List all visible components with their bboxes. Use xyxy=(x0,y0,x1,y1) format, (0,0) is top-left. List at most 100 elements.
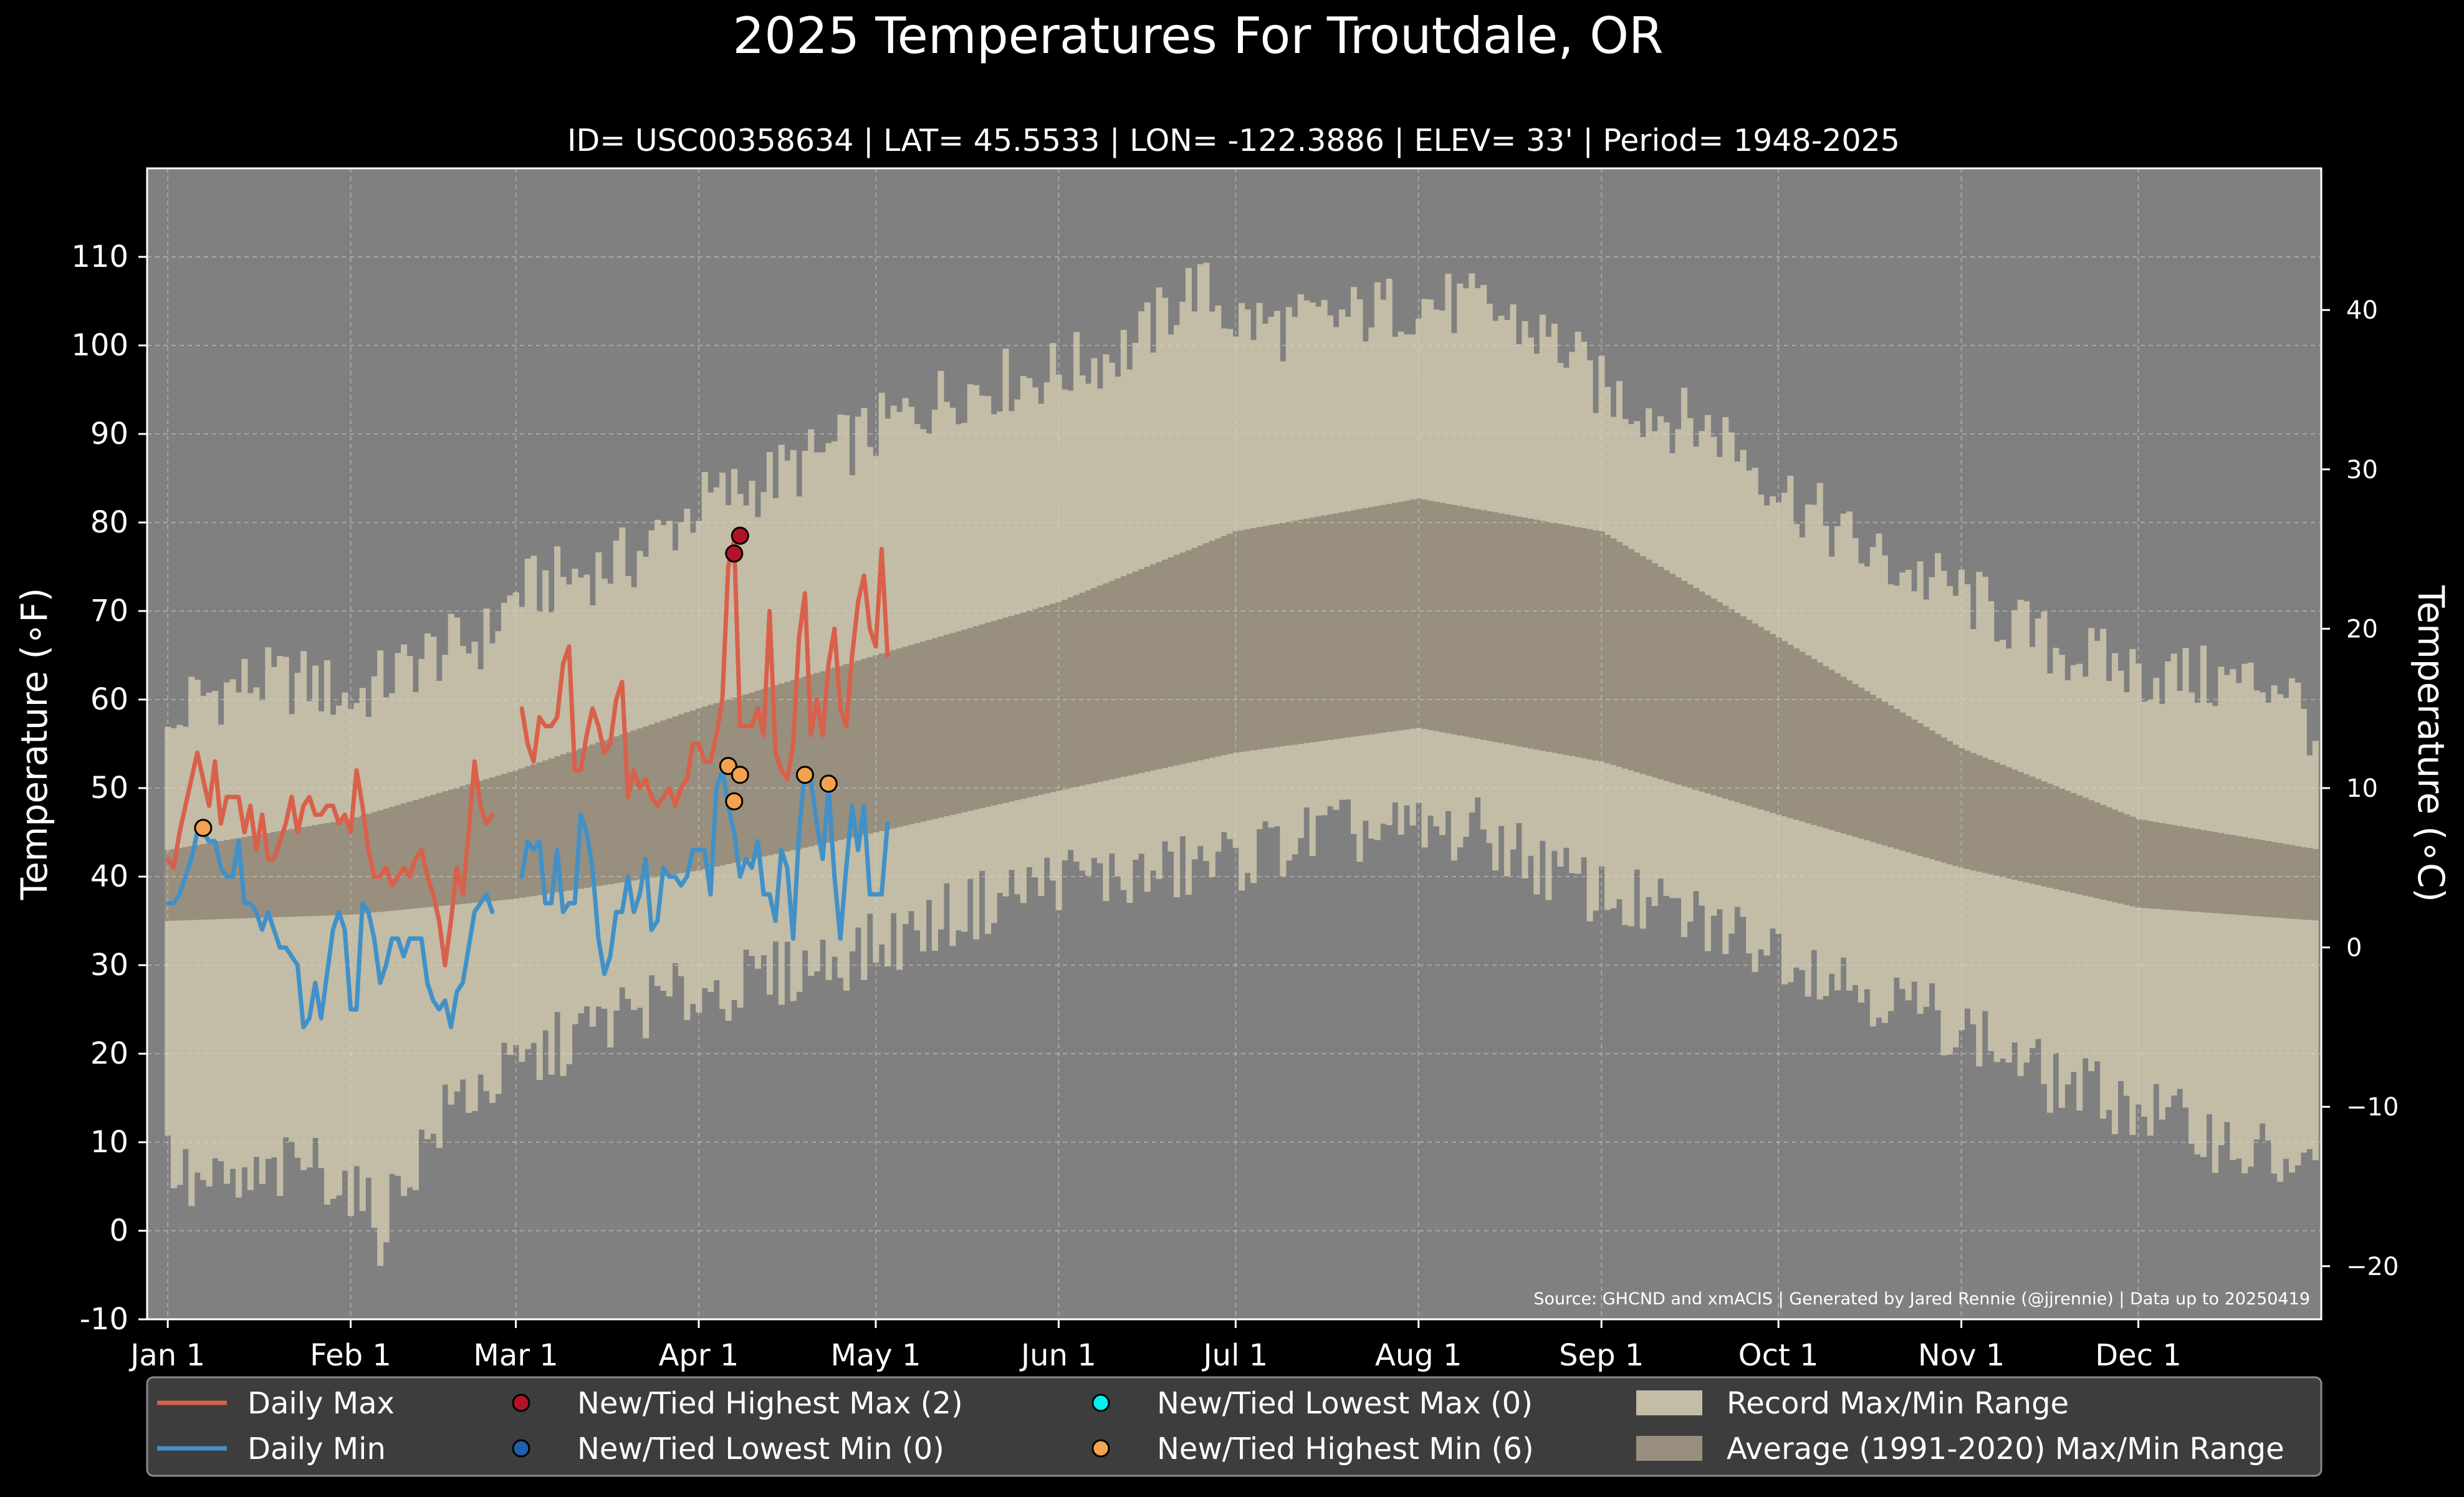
normal-bar xyxy=(330,822,337,916)
normal-bar xyxy=(536,762,543,895)
normal-bar xyxy=(1616,542,1623,767)
normal-bar xyxy=(1522,517,1528,748)
normal-bar xyxy=(2088,800,2095,897)
y-tick-label-left: 40 xyxy=(90,859,128,894)
normal-bar xyxy=(1775,637,1782,815)
y-tick-label-right: 30 xyxy=(2346,456,2378,484)
normal-bar xyxy=(2212,832,2218,913)
normal-bar xyxy=(2076,795,2083,895)
normal-bar xyxy=(1132,571,1139,774)
record-marker-high-min xyxy=(194,819,213,837)
normal-bar xyxy=(259,834,266,918)
legend-label: Daily Min xyxy=(247,1432,386,1466)
y-tick-label-right: −20 xyxy=(2346,1253,2399,1281)
record-bar xyxy=(2283,698,2289,1159)
normal-bar xyxy=(831,667,838,842)
legend-label: Record Max/Min Range xyxy=(1727,1386,2069,1421)
normal-bar xyxy=(1273,524,1280,748)
normal-bar xyxy=(1917,723,1924,856)
y-tick-label-right: 0 xyxy=(2346,934,2362,963)
normal-bar xyxy=(1173,555,1181,766)
record-bar xyxy=(2271,685,2278,1174)
normal-bar xyxy=(1115,578,1121,778)
normal-bar xyxy=(837,666,844,840)
normal-bar xyxy=(696,708,702,871)
legend-swatch-dot xyxy=(1091,1439,1110,1458)
normal-bar xyxy=(1144,567,1151,772)
record-bar xyxy=(188,676,195,1206)
normal-bar xyxy=(595,742,602,886)
normal-bar xyxy=(2188,828,2195,912)
normal-bar xyxy=(849,662,856,838)
record-bar xyxy=(170,728,177,1188)
record-bar xyxy=(353,703,360,1167)
normal-bar xyxy=(1085,590,1092,785)
x-tick-label: Jan 1 xyxy=(128,1338,205,1373)
normal-bar xyxy=(224,840,231,919)
normal-bar xyxy=(2053,786,2059,889)
normal-bar xyxy=(401,803,408,910)
normal-bar xyxy=(643,726,650,879)
normal-bar xyxy=(1203,543,1210,759)
x-tick-label: Oct 1 xyxy=(1738,1338,1819,1373)
normal-bar xyxy=(1433,501,1440,731)
normal-bar xyxy=(2300,847,2307,920)
normal-bar xyxy=(1840,676,1847,834)
x-tick-label: Jul 1 xyxy=(1202,1338,1268,1373)
normal-bar xyxy=(631,730,638,881)
normal-bar xyxy=(955,631,962,814)
normal-bar xyxy=(796,678,803,849)
source-note: Source: GHCND and xmACIS | Generated by … xyxy=(1533,1289,2310,1309)
normal-bar xyxy=(1816,662,1823,827)
daily-max-line xyxy=(519,537,890,808)
normal-bar xyxy=(1734,612,1741,802)
y-tick-label-right: 40 xyxy=(2346,296,2378,325)
normal-bar xyxy=(861,658,868,835)
normal-bar xyxy=(448,789,454,905)
normal-bar xyxy=(501,774,507,900)
x-tick-label: Aug 1 xyxy=(1375,1338,1462,1373)
normal-bar xyxy=(1622,545,1629,769)
normal-bar xyxy=(353,817,360,915)
normal-bar xyxy=(890,650,897,829)
normal-bar xyxy=(1120,576,1127,777)
normal-bar xyxy=(607,738,614,885)
normal-bar xyxy=(1374,506,1381,734)
record-bar xyxy=(200,695,207,1180)
record-bar xyxy=(2265,702,2272,1141)
normal-bar xyxy=(1315,516,1322,742)
normal-bar xyxy=(495,775,502,901)
normal-bar xyxy=(1392,503,1399,731)
normal-bar xyxy=(389,807,396,911)
normal-bar xyxy=(1362,508,1369,735)
normal-bar xyxy=(967,628,974,811)
normal-bar xyxy=(342,820,348,915)
x-tick-label: Sep 1 xyxy=(1559,1338,1644,1373)
legend-swatch-dot xyxy=(512,1394,530,1412)
record-bar xyxy=(401,644,408,1196)
normal-bar xyxy=(2235,835,2242,915)
record-bar xyxy=(347,709,354,1216)
normal-bar xyxy=(2159,823,2165,910)
normal-bar xyxy=(1740,616,1747,804)
plot-frame xyxy=(146,167,2323,1321)
normal-bar xyxy=(229,839,236,919)
normal-bar xyxy=(1663,570,1670,781)
normal-bar xyxy=(324,823,331,916)
normal-bar xyxy=(1610,538,1617,766)
normal-bar xyxy=(1227,533,1234,754)
normal-bar xyxy=(997,619,1004,804)
normal-bar xyxy=(1239,530,1245,752)
record-bar xyxy=(176,724,183,1185)
normal-bar xyxy=(572,750,578,890)
record-bar xyxy=(253,687,260,1157)
normal-bar xyxy=(2153,822,2160,909)
normal-bar xyxy=(347,819,354,915)
normal-bar xyxy=(253,835,260,918)
normal-bar xyxy=(430,794,437,907)
legend-label: Daily Max xyxy=(247,1386,395,1421)
normal-bar xyxy=(1480,510,1487,740)
normal-bar xyxy=(619,734,626,883)
normal-bar xyxy=(218,840,224,920)
normal-bar xyxy=(2046,783,2053,888)
